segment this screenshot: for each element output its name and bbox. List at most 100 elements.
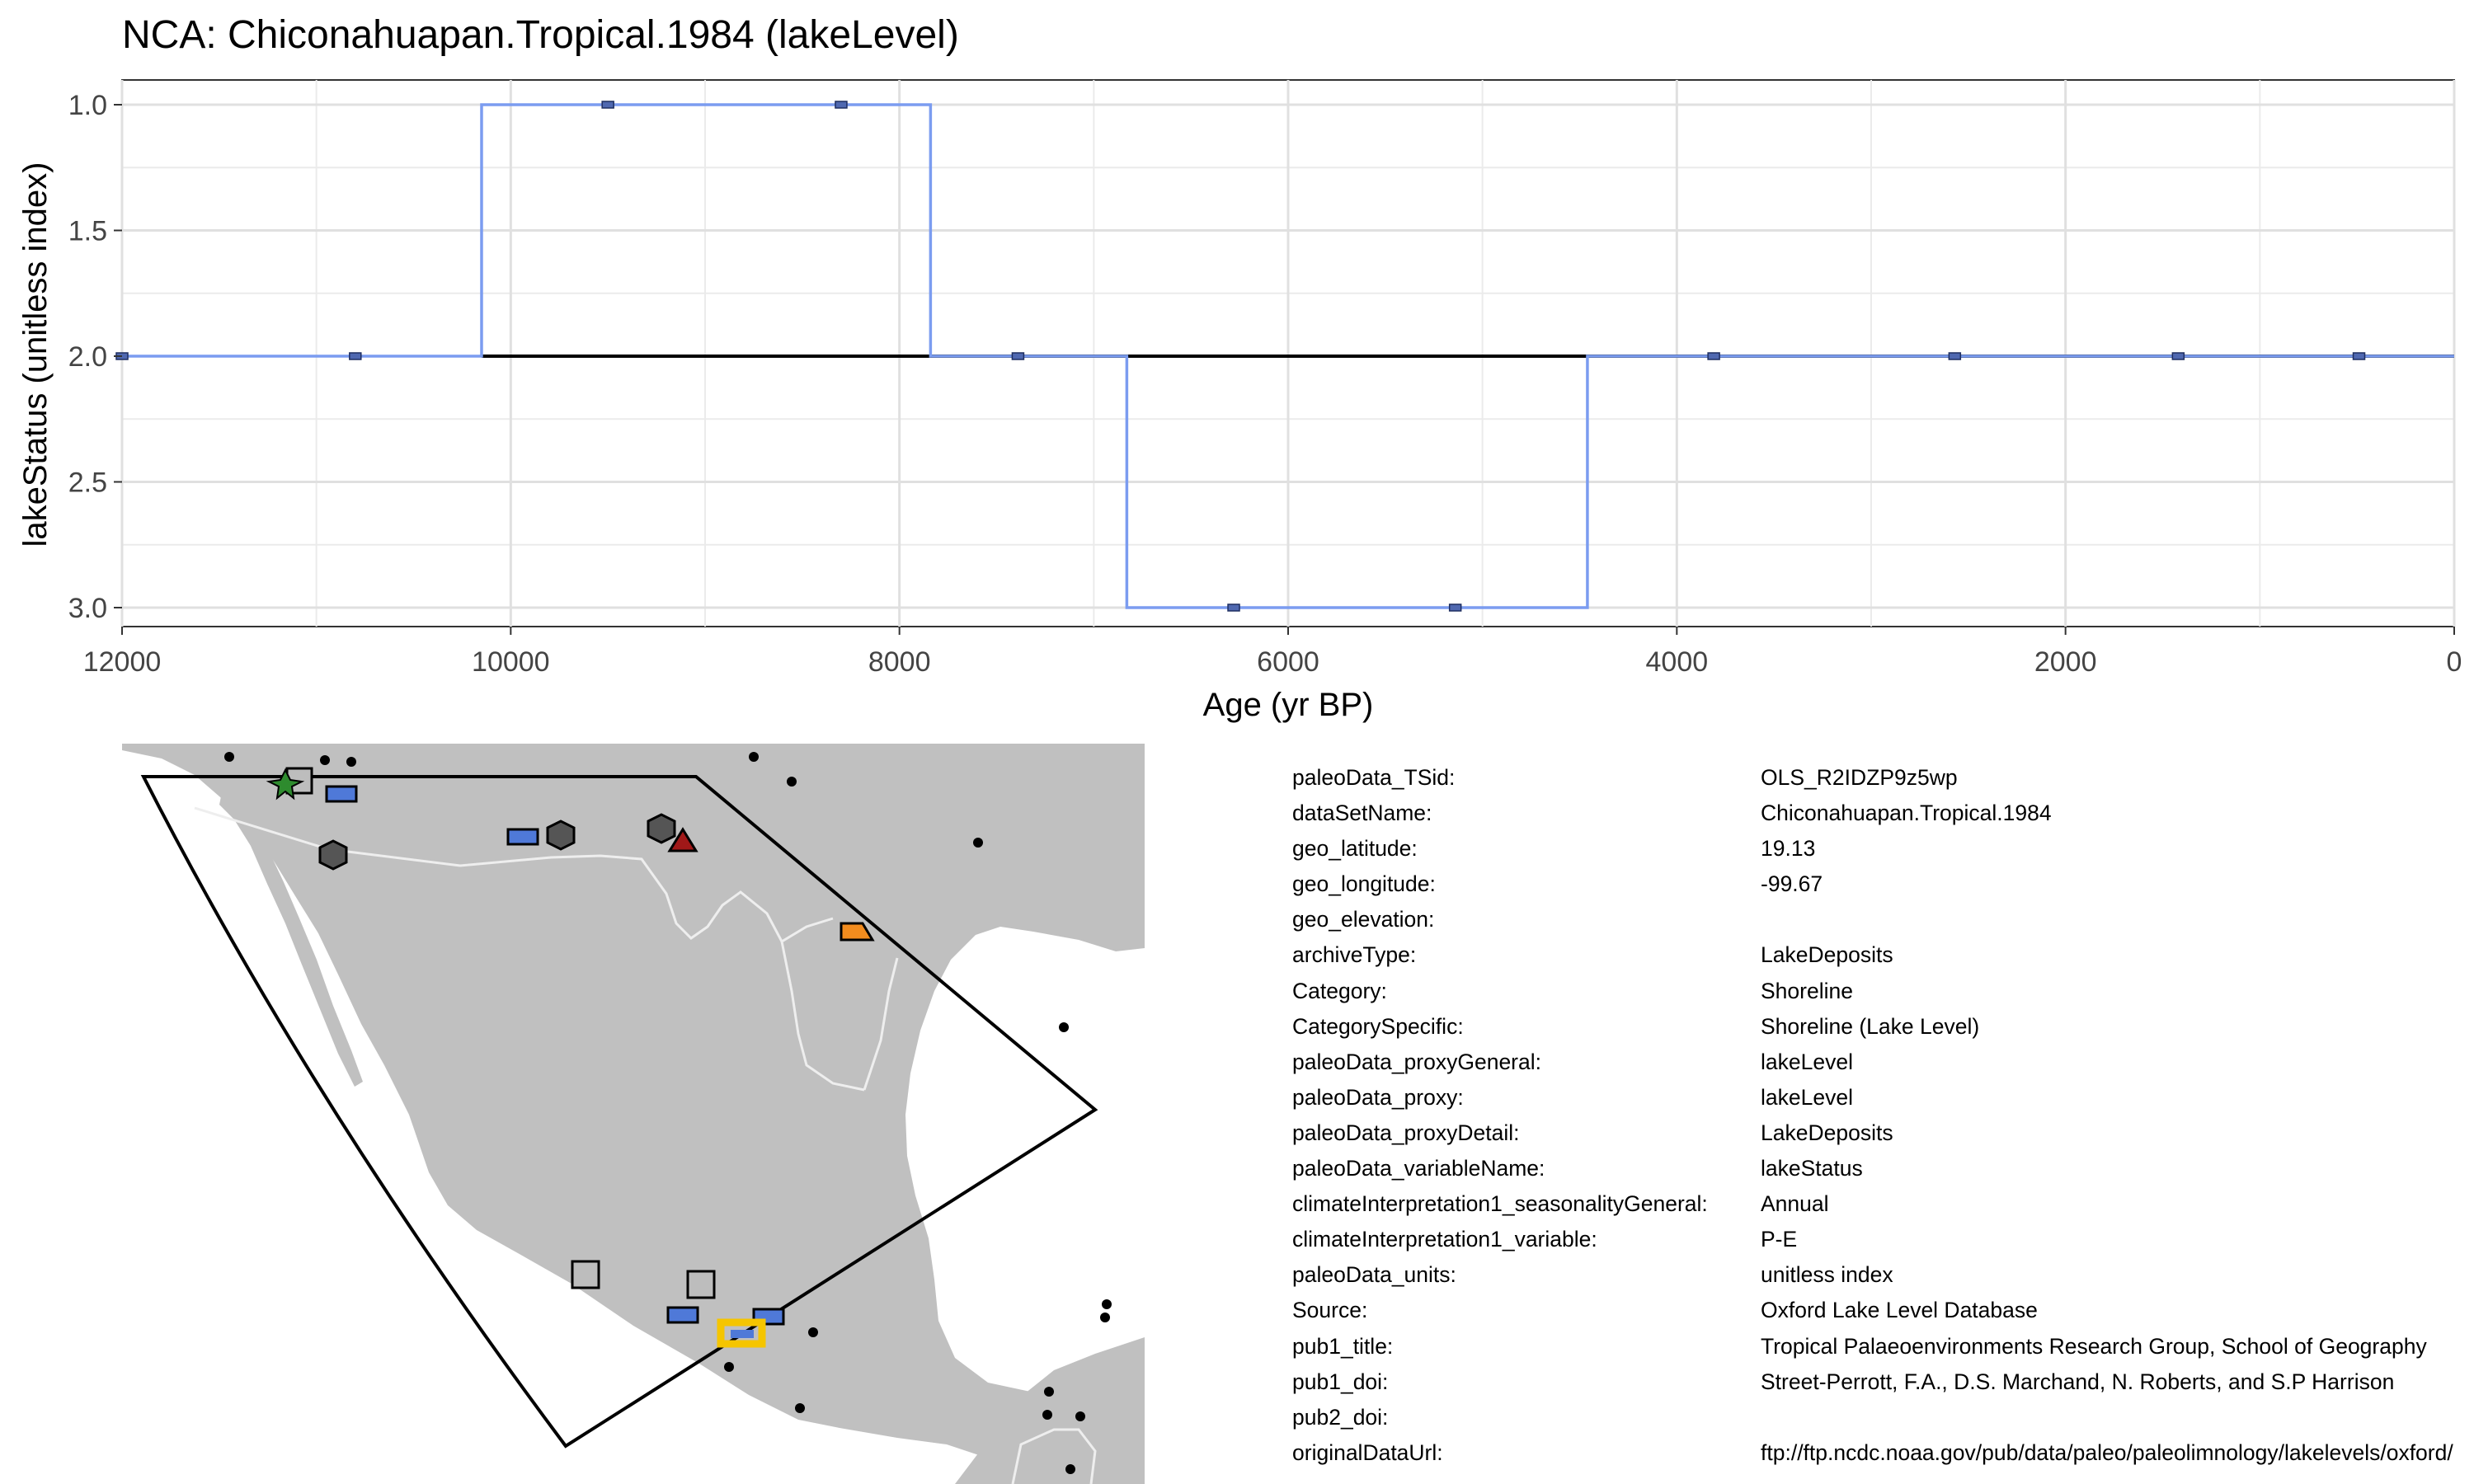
lake-status-chart: NCA: Chiconahuapan.Tropical.1984 (lakeLe… xyxy=(17,13,2462,723)
site-dot xyxy=(787,777,797,787)
metadata-key: climateInterpretation1_variable: xyxy=(1292,1227,1597,1252)
metadata-row: paleoData_units: unitless index xyxy=(1292,1257,2474,1293)
metadata-key: paleoData_variableName: xyxy=(1292,1156,1545,1181)
site-triangle-red xyxy=(667,827,698,852)
y-tick-label: 3.0 xyxy=(68,593,107,624)
state-border-1 xyxy=(780,941,865,1092)
metadata-row: archiveType: LakeDeposits xyxy=(1292,937,2474,973)
land-north-america xyxy=(122,744,1145,1484)
site-dot xyxy=(973,838,983,848)
metadata-row: geo_latitude: 19.13 xyxy=(1292,831,2474,866)
site-dot xyxy=(224,752,234,762)
metadata-value xyxy=(1761,902,2474,937)
metadata-row: dataSetName: Chiconahuapan.Tropical.1984 xyxy=(1292,796,2474,831)
metadata-value: lakeLevel xyxy=(1761,1049,1853,1074)
metadata-row: paleoData_proxyDetail: LakeDeposits xyxy=(1292,1115,2474,1151)
x-axis-label: Age (yr BP) xyxy=(1203,687,1374,723)
site-dot xyxy=(724,1362,734,1372)
metadata-value: Oxford Lake Level Database xyxy=(1761,1298,2038,1323)
metadata-value: Street-Perrott, F.A., D.S. Marchand, N. … xyxy=(1761,1369,2395,1394)
site-rect-blue xyxy=(506,828,539,846)
metadata-key: climateInterpretation1_seasonalityGenera… xyxy=(1292,1191,1708,1217)
x-tick-label: 2000 xyxy=(2034,646,2097,678)
metadata-value: LakeDeposits xyxy=(1761,1120,1893,1145)
metadata-key: originalDataUrl: xyxy=(1292,1439,1443,1465)
metadata-row: geo_elevation: xyxy=(1292,902,2474,937)
y-axis-label: lakeStatus (unitless index) xyxy=(17,162,54,547)
metadata-row: climateInterpretation1_variable: P-E xyxy=(1292,1222,2474,1257)
y-tick-label: 2.0 xyxy=(68,341,107,373)
metadata-key: paleoData_TSid: xyxy=(1292,765,1456,790)
us-mexico-border xyxy=(194,806,834,944)
metadata-value xyxy=(1761,1400,2474,1435)
site-star-green xyxy=(266,768,305,801)
site-dot xyxy=(808,1327,818,1337)
site-map xyxy=(122,744,1145,1484)
metadata-value: 19.13 xyxy=(1761,836,1816,862)
site-dot xyxy=(346,757,356,767)
metadata-row: CategorySpecific: Shoreline (Lake Level) xyxy=(1292,1009,2474,1045)
x-tick-label: 12000 xyxy=(83,646,162,678)
site-rect-blue xyxy=(325,785,358,803)
metadata-key: pub1_title: xyxy=(1292,1333,1394,1359)
metadata-table: paleoData_TSid: OLS_R2IDZP9z5wp dataSetNam… xyxy=(1292,760,2474,1471)
data-point xyxy=(2171,352,2185,360)
x-tick-label: 10000 xyxy=(472,646,550,678)
metadata-value: LakeDeposits xyxy=(1761,942,1893,968)
site-dot xyxy=(1075,1411,1085,1421)
metadata-key: geo_latitude: xyxy=(1292,836,1418,862)
data-point xyxy=(835,101,848,109)
grid-lines xyxy=(120,80,2456,627)
y-tick-label: 1.0 xyxy=(68,90,107,121)
central-america-borders xyxy=(1011,1428,1097,1484)
data-point xyxy=(1011,352,1025,360)
metadata-key: archiveType: xyxy=(1292,942,1417,968)
site-hexagon xyxy=(647,813,676,844)
axis-ticks: 12000 10000 8000 6000 4000 2000 0 1.0 1.5 2.0 2.5 3… xyxy=(68,90,2462,678)
metadata-row: pub2_doi: xyxy=(1292,1400,2474,1435)
site-dot xyxy=(1100,1313,1110,1322)
metadata-row: geo_longitude: -99.67 xyxy=(1292,866,2474,902)
metadata-row: originalDataUrl: ftp://ftp.ncdc.noaa.gov/… xyxy=(1292,1435,2474,1471)
metadata-key: paleoData_units: xyxy=(1292,1262,1456,1288)
data-point xyxy=(2352,352,2366,360)
metadata-row: paleoData_TSid: OLS_R2IDZP9z5wp xyxy=(1292,760,2474,796)
site-square-gray xyxy=(571,1260,600,1289)
metadata-row: Source: Oxford Lake Level Database xyxy=(1292,1293,2474,1328)
metadata-key: pub1_doi: xyxy=(1292,1369,1389,1394)
site-hexagon xyxy=(546,819,576,851)
site-hexagon xyxy=(318,839,348,871)
metadata-value: -99.67 xyxy=(1761,871,1823,897)
x-tick-label: 6000 xyxy=(1257,646,1319,678)
metadata-key: pub2_doi: xyxy=(1292,1404,1389,1430)
selected-site-highlight xyxy=(717,1318,766,1348)
selected-site-marker xyxy=(731,1330,754,1338)
data-point xyxy=(1707,352,1720,360)
site-dot xyxy=(1102,1299,1112,1309)
metadata-value: Annual xyxy=(1761,1191,1829,1217)
data-point xyxy=(1948,352,1962,360)
metadata-value: Shoreline (Lake Level) xyxy=(1761,1013,1980,1039)
site-dot xyxy=(320,755,330,765)
step-series-line xyxy=(122,103,2454,609)
site-dot xyxy=(1065,1464,1075,1474)
map-markers xyxy=(224,752,1112,1474)
data-point xyxy=(349,352,362,360)
site-dot xyxy=(749,752,759,762)
site-dot xyxy=(1042,1410,1052,1420)
metadata-value: ftp://ftp.ncdc.noaa.gov/pub/data/paleo/p… xyxy=(1761,1439,2453,1465)
metadata-value: Shoreline xyxy=(1761,978,1853,1003)
metadata-value: OLS_R2IDZP9z5wp xyxy=(1761,765,1958,790)
site-dot xyxy=(1059,1022,1069,1032)
metadata-value: unitless index xyxy=(1761,1262,1893,1288)
metadata-key: paleoData_proxyGeneral: xyxy=(1292,1049,1541,1074)
metadata-row: pub1_doi: Street-Perrott, F.A., D.S. Marc… xyxy=(1292,1364,2474,1400)
metadata-key: paleoData_proxy: xyxy=(1292,1084,1464,1110)
land-baja-california xyxy=(219,796,363,1087)
data-point xyxy=(1448,603,1462,612)
metadata-key: dataSetName: xyxy=(1292,801,1432,826)
site-dot xyxy=(1044,1387,1054,1397)
metadata-row: paleoData_proxy: lakeLevel xyxy=(1292,1080,2474,1115)
metadata-key: paleoData_proxyDetail: xyxy=(1292,1120,1520,1145)
chart-title: NCA: Chiconahuapan.Tropical.1984 (lakeLe… xyxy=(122,13,959,57)
